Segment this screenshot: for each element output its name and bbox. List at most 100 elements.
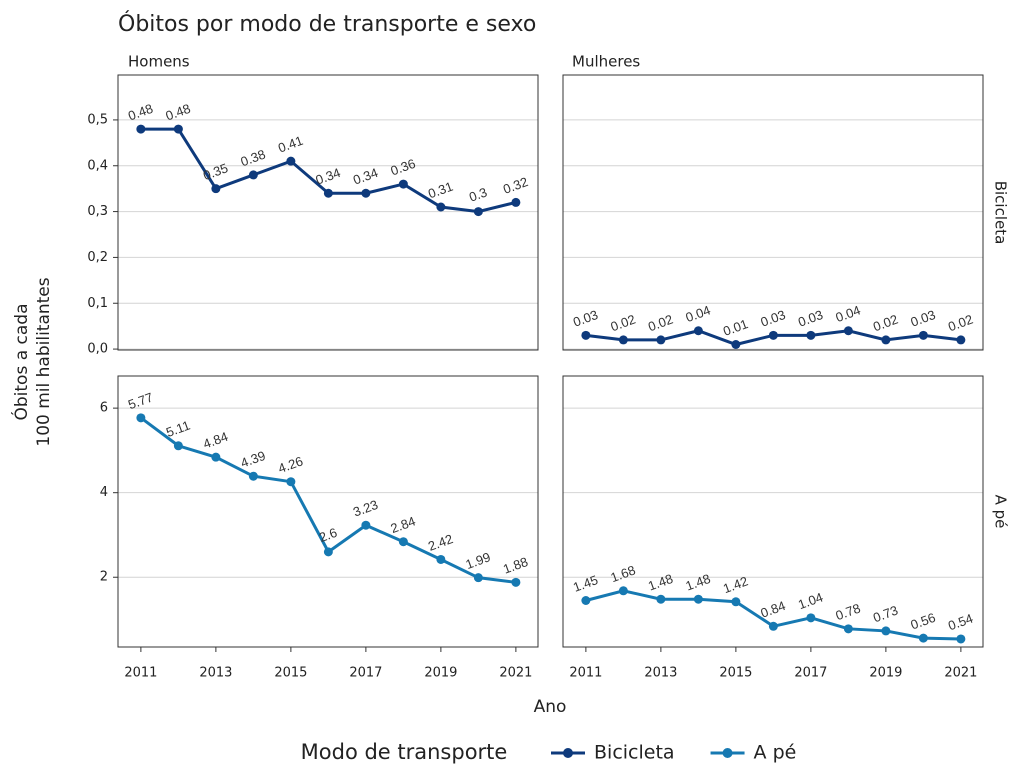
value-label: 1.04 (796, 589, 825, 612)
point (323, 547, 333, 557)
point (361, 188, 371, 198)
y-tick-label: 2 (100, 570, 108, 585)
point (656, 335, 666, 345)
value-label: 0.03 (796, 307, 825, 330)
chart-title: Óbitos por modo de transporte e sexo (118, 11, 536, 37)
value-label: 0.41 (276, 133, 305, 156)
x-tick-label: 2015 (719, 666, 752, 681)
value-label: 1.48 (646, 571, 675, 594)
value-label: 2.6 (317, 525, 339, 545)
x-axis-label: Ano (534, 697, 567, 717)
point (511, 577, 521, 587)
value-label: 0.35 (201, 160, 230, 183)
point (398, 179, 408, 189)
point (436, 202, 446, 212)
y-tick-label: 0,4 (87, 158, 108, 173)
x-tick-label: 2013 (644, 666, 677, 681)
y-tick-label: 4 (100, 485, 108, 500)
x-tick-label: 2017 (349, 666, 382, 681)
value-label: 4.84 (201, 429, 230, 452)
point (173, 124, 183, 134)
value-label: 0.02 (871, 312, 900, 335)
value-label: 0.73 (871, 603, 900, 626)
point (693, 594, 703, 604)
point (731, 597, 741, 607)
value-label: 2.42 (426, 531, 455, 554)
point (398, 537, 408, 547)
y-axis-label: Óbitos a cada (10, 303, 32, 420)
point (731, 340, 741, 349)
point (806, 330, 816, 340)
point (248, 170, 258, 180)
legend-title: Modo de transporte (301, 740, 508, 764)
point (173, 441, 183, 451)
point (211, 452, 221, 462)
y-tick-label: 0,3 (87, 204, 108, 219)
legend-marker (563, 748, 573, 758)
point (436, 554, 446, 564)
y-axis-label: 100 mil habilitantes (34, 277, 54, 446)
value-label: 0.34 (314, 165, 343, 188)
facet-row-label: Bicicleta (992, 181, 1010, 245)
y-tick-label: 0,2 (87, 250, 108, 265)
x-tick-label: 2019 (869, 666, 902, 681)
point (843, 624, 853, 634)
point (473, 573, 483, 583)
panel-border (562, 74, 984, 351)
point (323, 188, 333, 198)
point (768, 621, 778, 631)
value-label: 1.99 (464, 549, 493, 572)
legend-label: Bicicleta (594, 742, 675, 764)
point (881, 335, 891, 345)
value-label: 5.11 (164, 418, 192, 440)
value-label: 0.54 (946, 611, 975, 634)
value-label: 0.01 (721, 316, 750, 339)
x-tick-label: 2011 (124, 666, 157, 681)
y-tick-label: 0,5 (87, 112, 108, 127)
value-label: 0.02 (646, 312, 675, 335)
facet-label: Homens (128, 53, 190, 71)
x-tick-label: 2019 (424, 666, 457, 681)
point (136, 413, 146, 423)
point (918, 633, 928, 643)
point (211, 184, 221, 194)
value-label: 0.03 (571, 307, 600, 330)
x-tick-label: 2017 (794, 666, 827, 681)
legend-marker (722, 748, 733, 758)
line (139, 416, 517, 584)
value-label: 1.68 (609, 562, 638, 585)
point (286, 156, 296, 166)
point (956, 335, 966, 345)
point (918, 330, 928, 340)
value-label: 0.02 (609, 312, 638, 335)
point (768, 330, 778, 340)
value-label: 0.56 (909, 610, 938, 633)
facet-label: Mulheres (572, 53, 640, 71)
value-label: 4.39 (239, 448, 268, 471)
panel-border (562, 375, 984, 648)
value-label: 1.45 (571, 572, 600, 595)
y-tick-label: 0,1 (87, 296, 108, 311)
x-tick-label: 2021 (944, 666, 977, 681)
point (286, 477, 296, 487)
point (693, 326, 703, 336)
x-tick-label: 2015 (274, 666, 307, 681)
point (511, 197, 521, 207)
point (618, 335, 628, 345)
facet-row-label: A pé (992, 495, 1010, 529)
value-label: 0.32 (501, 174, 530, 197)
value-label: 0.04 (834, 302, 863, 325)
value-label: 0.04 (684, 302, 713, 325)
x-tick-label: 2013 (199, 666, 232, 681)
point (248, 471, 258, 481)
x-tick-label: 2011 (569, 666, 602, 681)
point (581, 330, 591, 340)
value-label: 0.78 (834, 600, 863, 623)
value-label: 1.88 (501, 554, 530, 577)
y-tick-label: 6 (100, 401, 108, 416)
value-label: 1.48 (684, 571, 713, 594)
value-label: 5.77 (126, 389, 155, 412)
value-label: 0.03 (759, 307, 788, 330)
legend-label: A pé (754, 742, 797, 764)
